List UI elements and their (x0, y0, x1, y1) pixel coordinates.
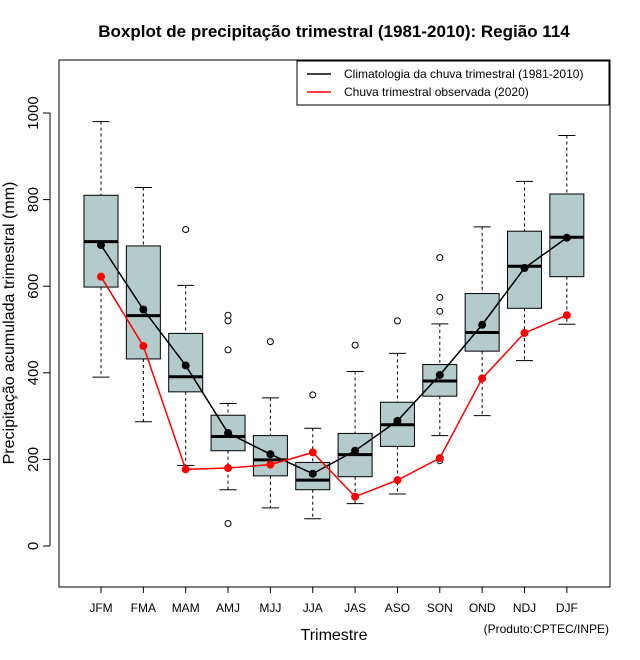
series-point (224, 464, 233, 473)
x-tick-label: FMA (131, 601, 156, 615)
series-point (435, 454, 444, 463)
outlier-point (224, 346, 232, 354)
box-fma (125, 186, 161, 423)
y-tick-label: 200 (25, 447, 42, 472)
legend: Climatologia da chuva trimestral (1981-2… (296, 60, 610, 106)
outlier-point (309, 391, 317, 399)
x-tick-label: SON (427, 601, 453, 615)
series-point (393, 476, 402, 485)
box-son (422, 254, 458, 465)
chart-title: Boxplot de precipitação trimestral (1981… (98, 22, 570, 41)
series-point (520, 264, 529, 273)
series-point (351, 446, 360, 455)
y-tick-label: 400 (25, 360, 42, 385)
series-point (181, 361, 190, 370)
x-tick-label: JFM (89, 601, 112, 615)
y-axis-label: Precipitação acumulada trimestral (mm) (1, 182, 18, 465)
outlier-point (224, 311, 232, 319)
x-tick-label: MJJ (259, 601, 281, 615)
outlier-point (266, 338, 274, 346)
x-tick-label: OND (469, 601, 496, 615)
box-jfm (83, 121, 119, 378)
series-point (139, 305, 148, 314)
outlier-point (351, 341, 359, 349)
series-point (266, 460, 275, 469)
box-djf (549, 135, 585, 325)
series-point (308, 469, 317, 478)
y-tick-label: 1000 (25, 96, 42, 129)
outlier-point (224, 317, 232, 325)
series-point (266, 450, 275, 459)
x-tick-label: MAM (172, 601, 200, 615)
box-aso (379, 317, 415, 495)
legend-label-observed: Chuva trimestral observada (2020) (344, 85, 529, 99)
outlier-point (436, 293, 444, 301)
series-point (393, 416, 402, 425)
credit-text: (Produto:CPTEC/INPE) (484, 622, 609, 636)
outlier-point (436, 254, 444, 262)
series-point (562, 311, 571, 320)
box-mjj (252, 338, 288, 509)
series-point (435, 370, 444, 379)
box-mam (168, 225, 204, 466)
x-axis: JFM FMA MAM AMJ MJJ JJA JAS ASO SON OND NDJ DJF (89, 586, 578, 615)
outlier-point (393, 317, 401, 325)
legend-box (296, 60, 610, 106)
series-point (308, 448, 317, 457)
series-point (224, 428, 233, 437)
outlier-point (436, 307, 444, 315)
outlier-point (182, 225, 190, 233)
series-observed (97, 272, 571, 501)
outlier-point (224, 519, 232, 527)
series-lines (97, 233, 571, 501)
series-point (351, 492, 360, 501)
series-line (100, 276, 568, 498)
series-point (139, 341, 148, 350)
series-climatology (97, 233, 571, 478)
x-tick-label: JAS (344, 601, 366, 615)
series-point (562, 233, 571, 242)
x-axis-label: Trimestre (301, 627, 368, 644)
y-tick-label: 0 (25, 542, 42, 550)
series-line (100, 237, 568, 475)
x-tick-label: AMJ (216, 601, 240, 615)
series-point (478, 374, 487, 383)
y-tick-label: 800 (25, 187, 42, 212)
y-tick-label: 600 (25, 274, 42, 299)
x-tick-label: NDJ (513, 601, 536, 615)
box-jas (337, 341, 373, 505)
x-tick-label: ASO (385, 601, 410, 615)
series-point (97, 272, 105, 281)
series-point (478, 320, 487, 329)
series-point (97, 241, 105, 250)
box-amj (210, 311, 246, 527)
series-point (181, 465, 190, 474)
y-axis: 0 200 400 600 800 1000 (25, 96, 51, 550)
boxes (83, 121, 585, 527)
series-point (520, 328, 529, 337)
x-tick-label: DJF (556, 601, 578, 615)
legend-label-climatology: Climatologia da chuva trimestral (1981-2… (344, 67, 583, 81)
iqr-box (125, 245, 161, 360)
x-tick-label: JJA (303, 601, 323, 615)
